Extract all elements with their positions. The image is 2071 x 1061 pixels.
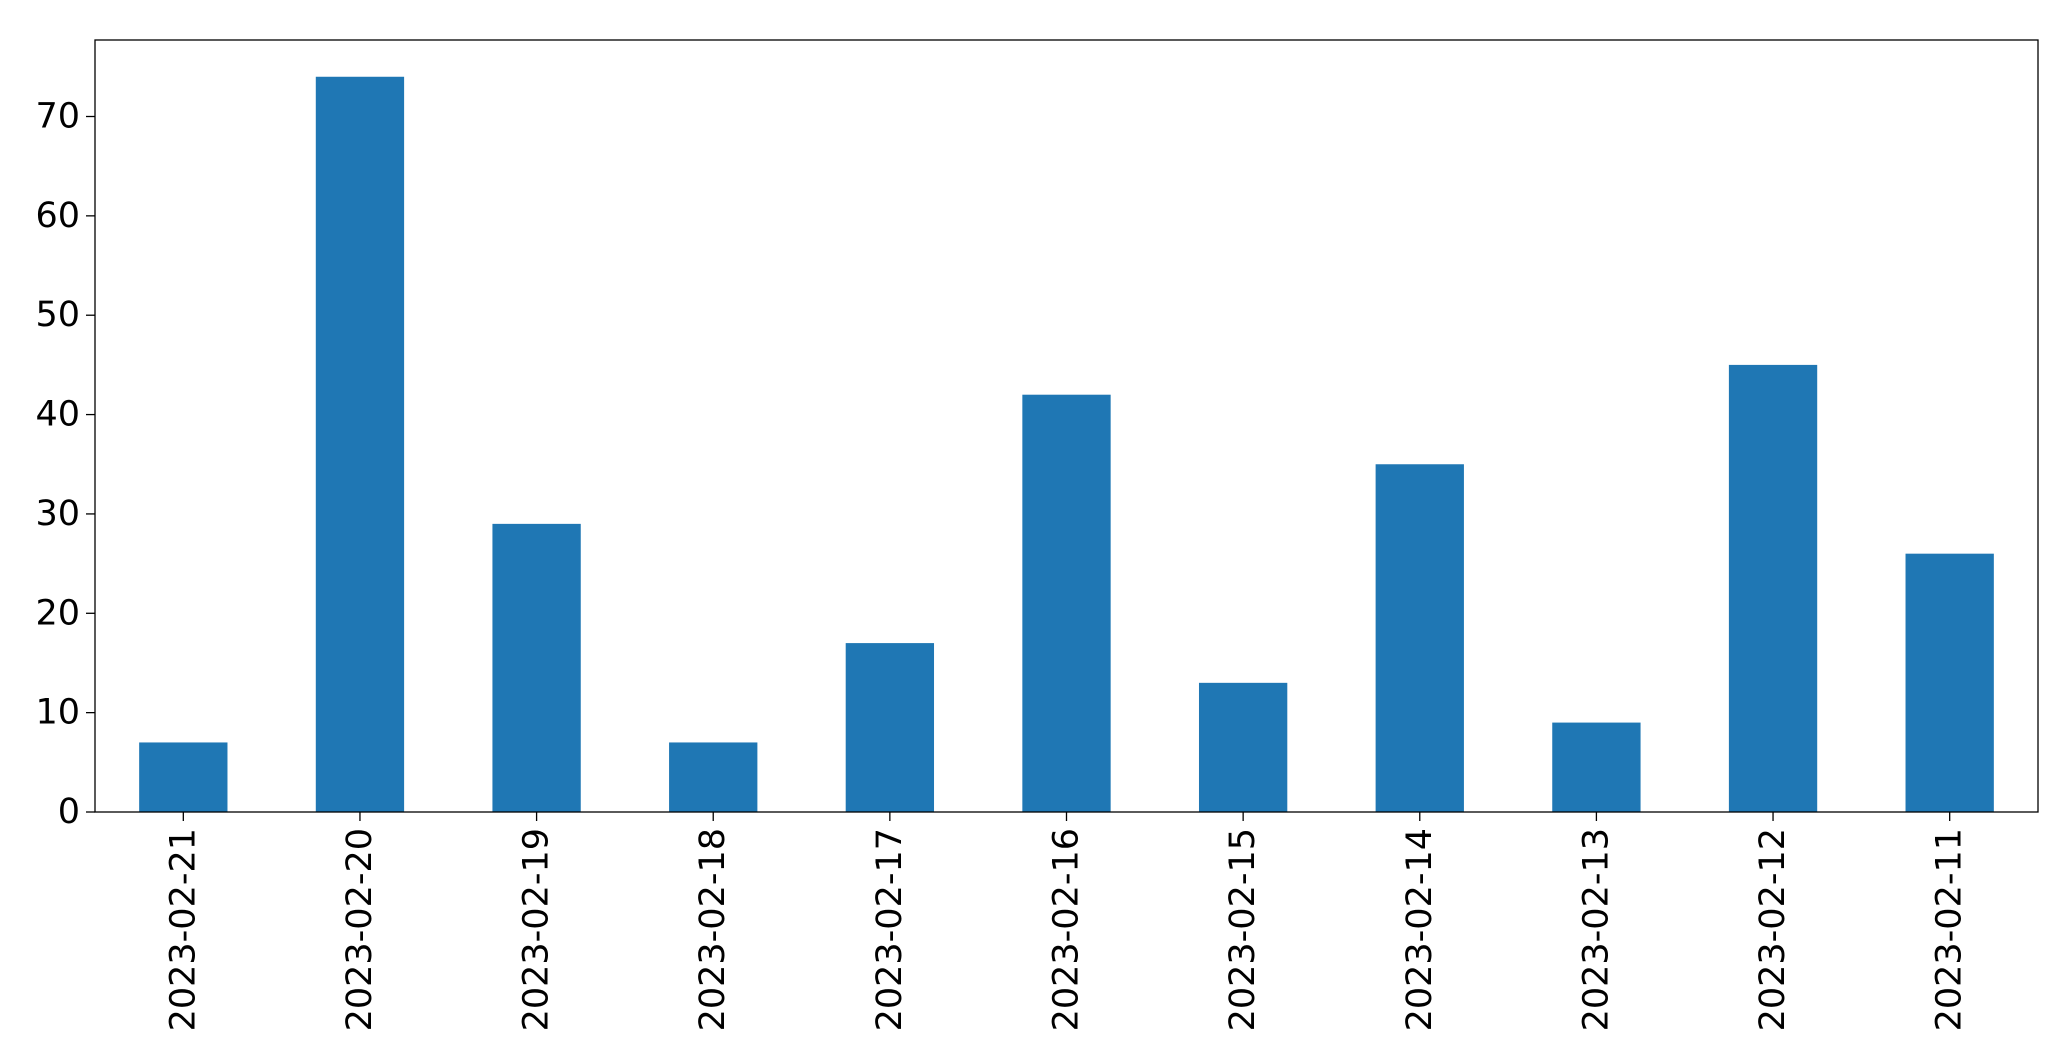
- bar-2023-02-21: [139, 742, 228, 812]
- bar-2023-02-18: [669, 742, 758, 812]
- x-tick-label: 2023-02-12: [1753, 828, 1793, 1031]
- x-tick-label: 2023-02-11: [1930, 828, 1970, 1031]
- y-tick-label: 70: [35, 97, 80, 137]
- y-tick-label: 40: [35, 395, 80, 435]
- x-tick-label: 2023-02-21: [163, 828, 203, 1031]
- bar-2023-02-19: [492, 523, 581, 812]
- y-axis: 0 10 20 30 40 50 60 70: [35, 97, 95, 832]
- plot-frame: [94, 39, 2039, 813]
- x-tick-label: 2023-02-16: [1047, 828, 1087, 1031]
- y-tick-label: 0: [58, 792, 80, 832]
- x-tick-label: 2023-02-15: [1223, 828, 1263, 1031]
- x-tick-label: 2023-02-14: [1400, 828, 1440, 1031]
- bar-2023-02-13: [1552, 722, 1641, 812]
- x-tick-label: 2023-02-18: [693, 828, 733, 1031]
- y-tick-label: 30: [35, 494, 80, 534]
- y-tick-label: 50: [35, 295, 80, 335]
- bar-2023-02-11: [1905, 553, 1994, 812]
- x-tick-label: 2023-02-20: [340, 828, 380, 1031]
- y-tick-label: 60: [35, 196, 80, 236]
- x-tick-label: 2023-02-13: [1576, 828, 1616, 1031]
- x-tick-label: 2023-02-17: [870, 828, 910, 1031]
- bar-2023-02-12: [1728, 364, 1818, 812]
- bar-2023-02-14: [1375, 464, 1464, 812]
- y-tick-label: 20: [35, 593, 80, 633]
- x-tick-label: 2023-02-19: [517, 828, 557, 1031]
- bars-group: [139, 76, 1994, 812]
- bar-2023-02-16: [1022, 394, 1111, 812]
- bar-2023-02-17: [845, 643, 935, 812]
- bar-2023-02-15: [1198, 682, 1288, 812]
- bar-2023-02-20: [315, 76, 405, 812]
- y-tick-label: 10: [35, 693, 80, 733]
- x-axis: 2023-02-21 2023-02-20 2023-02-19 2023-02-18…: [163, 812, 1970, 1031]
